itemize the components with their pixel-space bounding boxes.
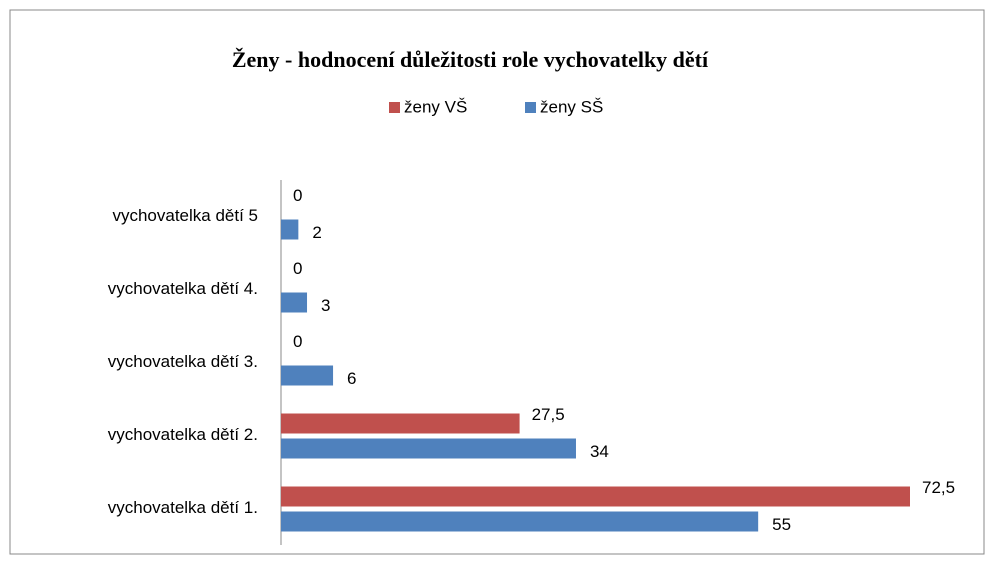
legend-label: ženy SŠ [540,97,603,116]
bar [281,511,759,532]
category-label: vychovatelka dětí 2. [108,425,258,444]
data-label: 2 [312,223,321,242]
data-label: 0 [293,259,302,278]
bar [281,486,910,507]
bar [281,413,520,434]
data-label: 34 [590,442,609,461]
bar [281,292,308,313]
category-label: vychovatelka dětí 5 [112,206,258,225]
chart-border [9,9,985,555]
data-label: 3 [321,296,330,315]
data-label: 27,5 [532,405,565,424]
legend-swatch [525,102,536,113]
legend-label: ženy VŠ [404,97,467,116]
data-label: 0 [293,186,302,205]
bar [281,219,299,240]
category-label: vychovatelka dětí 3. [108,352,258,371]
legend-swatch [389,102,400,113]
bar [281,438,576,459]
category-label: vychovatelka dětí 4. [108,279,258,298]
data-label: 55 [772,515,791,534]
category-label: vychovatelka dětí 1. [108,498,258,517]
data-label: 6 [347,369,356,388]
chart-title: Ženy - hodnocení důležitosti role vychov… [232,47,709,72]
data-label: 0 [293,332,302,351]
bar [281,365,334,386]
data-label: 72,5 [922,478,955,497]
